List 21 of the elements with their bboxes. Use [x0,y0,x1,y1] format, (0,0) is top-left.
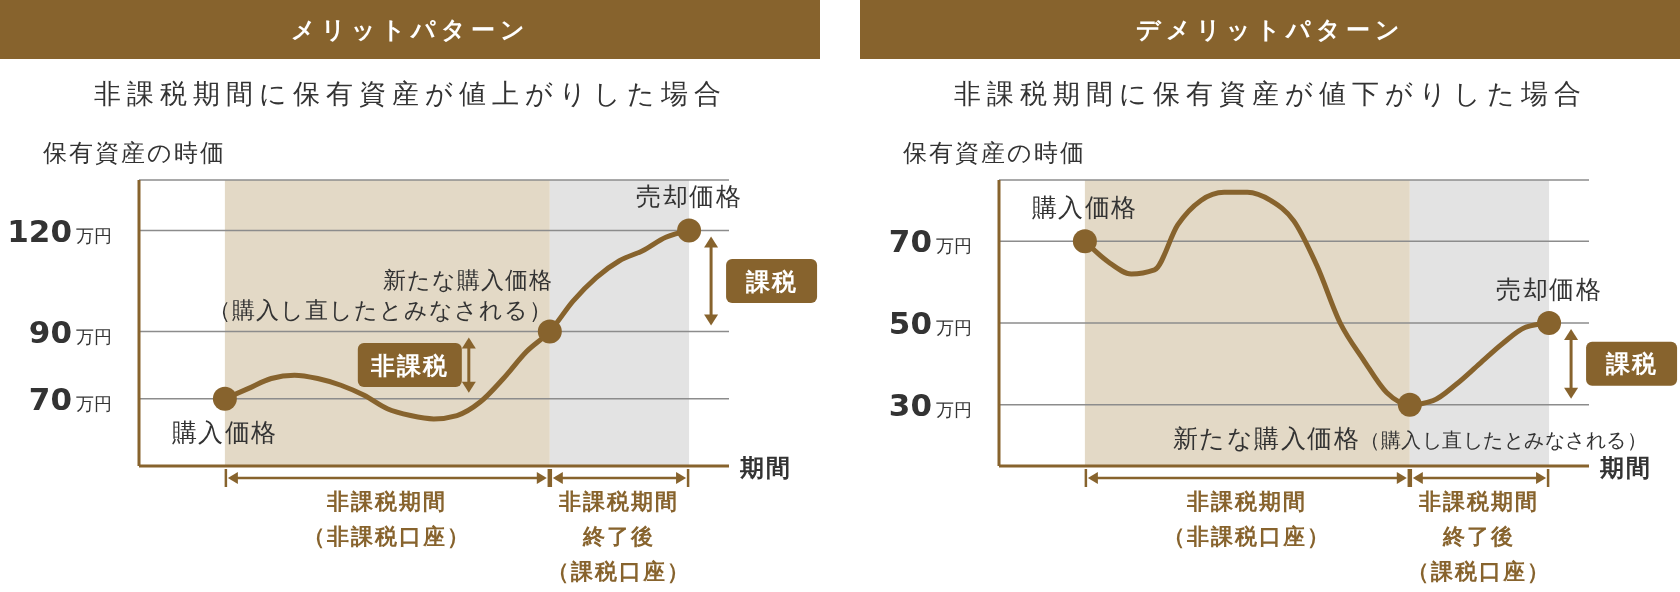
annotation: 売却価格 [636,182,743,212]
x-axis-title: 期間 [1599,454,1652,483]
annotation: 購入価格 [1031,193,1138,223]
chart-subtitle: 非課税期間に保有資産が値上がりした場合 [93,77,727,111]
chart-title: デメリットパターン [1135,14,1405,46]
text: 非課税期間終了後（課税口座） [547,489,692,584]
x-axis-title: 期間 [739,454,792,483]
annotation: 新たな購入価格（購入し直したとみなされる） [207,267,553,324]
text: 非課税期間（非課税口座） [303,489,472,549]
y-axis-title: 保有資産の時価 [43,139,226,168]
text: 非課税期間終了後（課税口座） [1407,489,1552,584]
annotation: 購入価格 [171,418,278,448]
y-axis-title: 保有資産の時価 [903,139,1086,168]
text: 課税 [744,267,798,296]
chart-title: メリットパターン [290,14,530,46]
text: 非課税期間（非課税口座） [1163,489,1332,549]
text: 課税 [1604,350,1658,379]
annotation: 売却価格 [1496,274,1603,304]
chart-subtitle: 非課税期間に保有資産が値下がりした場合 [953,77,1587,111]
annotation: 非課税 [369,351,449,380]
annotation: 新たな購入価格（購入し直したとみなされる） [1172,424,1648,454]
